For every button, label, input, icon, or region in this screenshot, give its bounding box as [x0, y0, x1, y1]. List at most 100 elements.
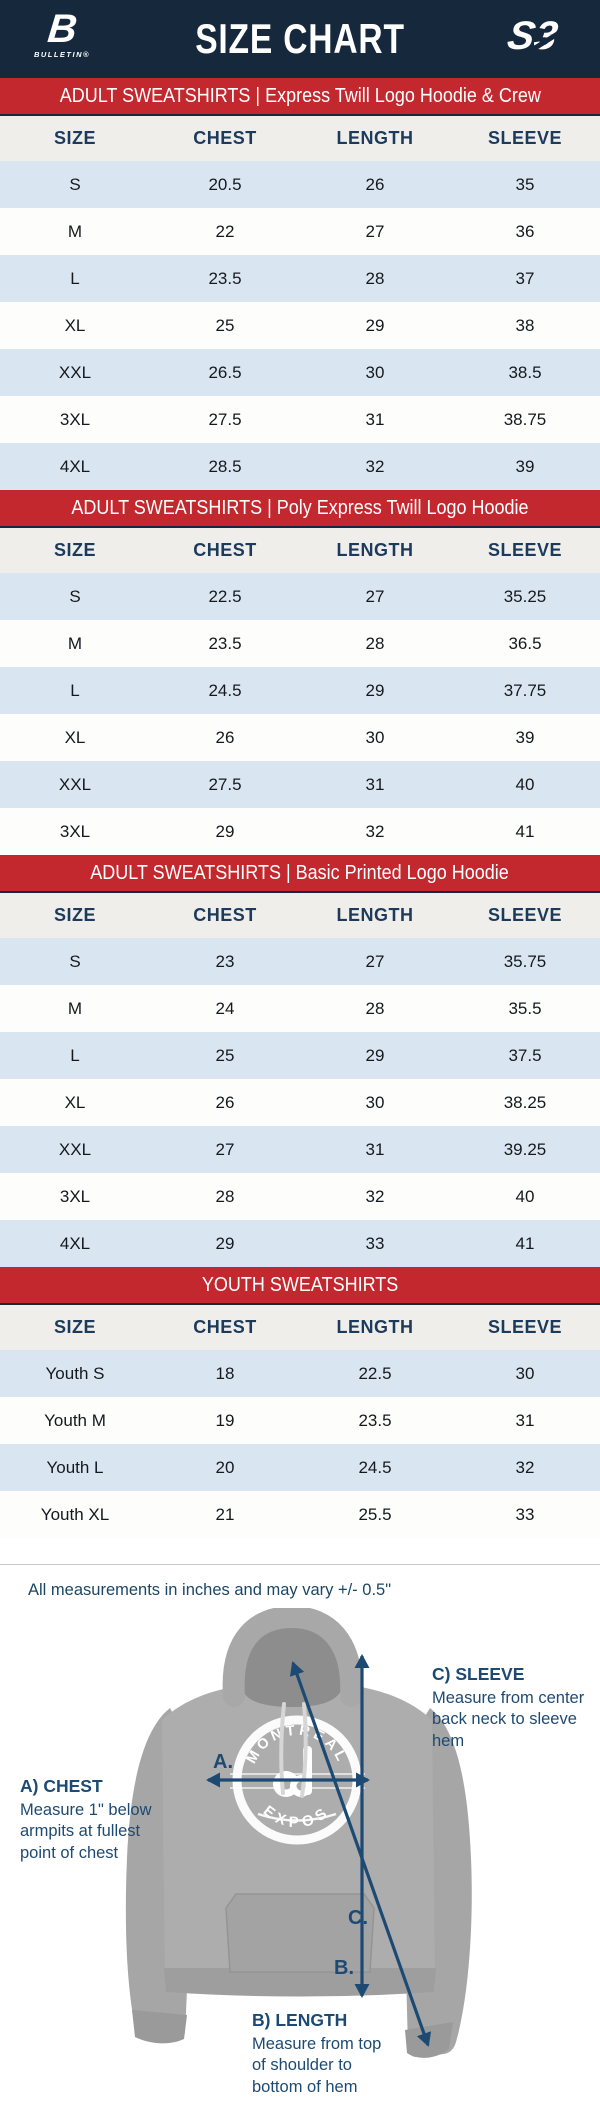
cell: 41: [515, 1233, 535, 1253]
cell: 38.25: [503, 1092, 547, 1112]
column-header: SIZE: [53, 540, 96, 560]
cell: 23: [215, 951, 235, 971]
table-row: XXL 26.5 30 38.5: [0, 349, 600, 396]
table-row: XL 26 30 38.25: [0, 1079, 600, 1126]
cell: 28: [365, 998, 385, 1018]
cell: 28.5: [208, 456, 242, 476]
table-body: S 22.5 27 35.25 M 23.5 28 36.5 L 24.5 29 37.75 XL 26 3…: [0, 573, 600, 855]
table-header-row: SIZE CHEST LENGTH SLEEVE: [0, 893, 600, 938]
cell: 25: [215, 1045, 235, 1065]
table-row: Youth M 19 23.5 31: [0, 1397, 600, 1444]
section-youth: YOUTH SWEATSHIRTS SIZE CHEST LENGTH SLEEVE …: [0, 1267, 600, 1538]
column-header: SLEEVE: [487, 128, 563, 148]
length-arrow-label: B.: [334, 1957, 354, 1979]
cell: S: [69, 586, 81, 606]
cell: Youth L: [46, 1457, 104, 1477]
table-body: S 20.5 26 35 M 22 27 36 L 23.5 28 37 XL 25 29 38 XXL 26.5…: [0, 161, 600, 490]
cell: 39.25: [503, 1139, 547, 1159]
table-row: XXL 27.5 31 40: [0, 761, 600, 808]
table-body: S 23 27 35.75 M 24 28 35.5 L 25 29 37.5 XL 26 30 38.25 X…: [0, 938, 600, 1267]
table-row: Youth S 18 22.5 30: [0, 1350, 600, 1397]
cell: 30: [365, 727, 385, 747]
cell: 29: [365, 315, 385, 335]
cell: 32: [365, 821, 385, 841]
cell: 18: [215, 1363, 235, 1383]
table-row: 4XL 29 33 41: [0, 1220, 600, 1267]
column-header: CHEST: [193, 1317, 257, 1337]
column-header: CHEST: [193, 540, 257, 560]
chest-arrow-label: A.: [213, 1751, 233, 1773]
cell: 31: [365, 1139, 385, 1159]
table-body: Youth S 18 22.5 30 Youth M 19 23.5 31 Youth L 20 2…: [0, 1350, 600, 1538]
cell: 37.5: [508, 1045, 542, 1065]
cell: M: [67, 221, 83, 241]
section-header-label: YOUTH SWEATSHIRTS: [201, 1273, 399, 1296]
cell: 22.5: [358, 1363, 392, 1383]
length-annotation: B) LENGTH Measure from top of shoulder t…: [252, 2010, 422, 2098]
table-row: Youth L 20 24.5 32: [0, 1444, 600, 1491]
cell: 30: [515, 1363, 535, 1383]
column-header: SLEEVE: [487, 540, 563, 560]
length-annotation-body: Measure from top of shoulder to bottom o…: [252, 2035, 382, 2096]
table-row: 4XL 28.5 32 39: [0, 443, 600, 490]
section-basic-printed: ADULT SWEATSHIRTS | Basic Printed Logo H…: [0, 855, 600, 1267]
cell: 3XL: [59, 821, 91, 841]
cell: S: [69, 951, 81, 971]
cell: XL: [64, 727, 86, 747]
section-header-label: ADULT SWEATSHIRTS | Express Twill Logo H…: [59, 84, 541, 107]
cell: 26: [365, 174, 385, 194]
chest-annotation: A) CHEST Measure 1" below armpits at ful…: [20, 1776, 170, 1864]
cell: 37: [515, 268, 535, 288]
sleeve-annotation-heading: C) SLEEVE: [432, 1664, 525, 1684]
column-header: SIZE: [53, 905, 96, 925]
cell: 29: [215, 821, 235, 841]
page-title: SIZE CHART: [195, 15, 405, 62]
table-header-row: SIZE CHEST LENGTH SLEEVE: [0, 528, 600, 573]
cell: 25.5: [358, 1504, 392, 1524]
table-header-row: SIZE CHEST LENGTH SLEEVE: [0, 1305, 600, 1350]
cell: 24.5: [358, 1457, 392, 1477]
cell: 35.75: [503, 951, 547, 971]
bulletin-logo: B BULLETIN®: [22, 7, 102, 59]
cell: 19: [215, 1410, 235, 1430]
cell: 24.5: [208, 680, 242, 700]
cell: 29: [365, 680, 385, 700]
section-header-label: ADULT SWEATSHIRTS | Poly Express Twill L…: [71, 496, 529, 519]
column-header: SLEEVE: [487, 905, 563, 925]
cell: 3XL: [59, 1186, 91, 1206]
cell: 23.5: [208, 633, 242, 653]
table-row: 3XL 27.5 31 38.75: [0, 396, 600, 443]
cell: 27: [365, 586, 385, 606]
table-row: S 23 27 35.75: [0, 938, 600, 985]
cell: XL: [64, 1092, 86, 1112]
cell: 30: [365, 362, 385, 382]
cell: 36.5: [508, 633, 542, 653]
cell: 31: [365, 409, 385, 429]
table-row: S 20.5 26 35: [0, 161, 600, 208]
sleeve-arrow-label: C.: [348, 1907, 368, 1929]
cell: M: [67, 633, 83, 653]
cell: 33: [515, 1504, 535, 1524]
cell: 33: [365, 1233, 385, 1253]
cell: 20: [215, 1457, 235, 1477]
cell: 32: [365, 456, 385, 476]
cell: Youth XL: [40, 1504, 110, 1524]
table-row: 3XL 28 32 40: [0, 1173, 600, 1220]
table-row: L 23.5 28 37: [0, 255, 600, 302]
cell: 20.5: [208, 174, 242, 194]
cell: XXL: [58, 774, 92, 794]
cell: XL: [64, 315, 86, 335]
cell: 38.5: [508, 362, 542, 382]
column-header: CHEST: [193, 905, 257, 925]
table-row: M 24 28 35.5: [0, 985, 600, 1032]
top-banner: B BULLETIN® SIZE CHART S3: [0, 0, 600, 78]
table-row: Youth XL 21 25.5 33: [0, 1491, 600, 1538]
cell: 35: [515, 174, 535, 194]
column-header: LENGTH: [336, 905, 414, 925]
cell: 27: [365, 221, 385, 241]
section-header: ADULT SWEATSHIRTS | Basic Printed Logo H…: [0, 855, 600, 893]
cell: 21: [215, 1504, 235, 1524]
section-poly-express-twill: ADULT SWEATSHIRTS | Poly Express Twill L…: [0, 490, 600, 855]
cell: Youth S: [45, 1363, 105, 1383]
cell: S: [69, 174, 81, 194]
